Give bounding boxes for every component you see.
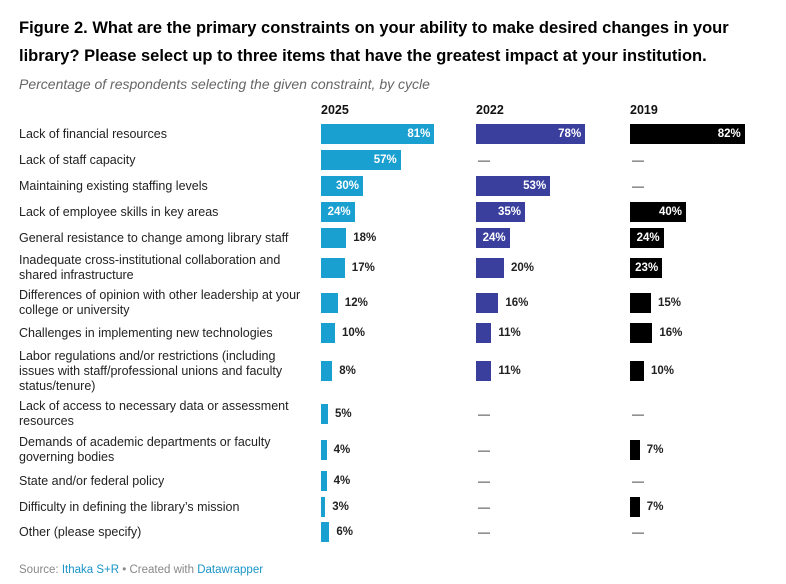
bar-2019 — [630, 202, 686, 222]
missing-value-2022: — — [478, 443, 490, 457]
created-prefix: • Created with — [119, 564, 198, 576]
row-label: Difficulty in defining the library’s mis… — [19, 499, 240, 514]
value-label-2022: 35% — [497, 206, 521, 218]
row-label: Lack of financial resources — [19, 126, 167, 141]
chart-subtitle: Percentage of respondents selecting the … — [19, 76, 430, 92]
bar-2022 — [476, 124, 586, 144]
bar-2019 — [630, 124, 745, 144]
value-label-2022: 11% — [498, 327, 521, 339]
column-header-2019: 2019 — [630, 103, 658, 117]
missing-value-2019: — — [632, 153, 644, 167]
value-label-2025: 8% — [339, 365, 356, 377]
missing-value-2019: — — [632, 474, 644, 488]
row-label: Other (please specify) — [19, 524, 142, 539]
value-label-2022: 24% — [482, 232, 506, 244]
bar-2022 — [476, 228, 510, 248]
missing-value-2019: — — [632, 179, 644, 193]
bar-2019 — [630, 361, 644, 381]
bar-2025 — [321, 522, 330, 542]
bar-2022 — [476, 293, 499, 313]
missing-value-2022: — — [478, 525, 490, 539]
bar-2025 — [321, 150, 401, 170]
value-label-2019: 82% — [717, 128, 741, 140]
bar-2022 — [476, 176, 551, 196]
bar-2025 — [321, 176, 363, 196]
row-label: General resistance to change among libra… — [19, 230, 289, 245]
datawrapper-link[interactable]: Datawrapper — [197, 564, 264, 576]
value-label-2025: 24% — [327, 206, 351, 218]
missing-value-2022: — — [478, 153, 490, 167]
source-link[interactable]: Ithaka S+R — [61, 564, 120, 576]
bar-2022 — [476, 323, 492, 343]
value-label-2019: 24% — [636, 232, 660, 244]
bar-2025 — [321, 202, 355, 222]
value-label-2025: 5% — [335, 408, 352, 420]
value-label-2022: 11% — [498, 365, 521, 377]
value-label-2022: 78% — [558, 128, 582, 140]
value-label-2019: 23% — [635, 262, 659, 274]
value-label-2019: 40% — [658, 206, 682, 218]
bar-2019 — [630, 258, 663, 278]
missing-value-2019: — — [632, 525, 644, 539]
value-label-2019: 7% — [646, 444, 664, 456]
row-label: Lack of access to necessary data or asse… — [19, 399, 289, 428]
row-label: Differences of opinion with other leader… — [19, 288, 301, 317]
value-label-2025: 30% — [335, 180, 359, 192]
bar-2019 — [630, 228, 664, 248]
row-label: Inadequate cross-institutional collabora… — [19, 253, 281, 282]
value-label-2025: 6% — [336, 526, 354, 538]
value-label-2019: 10% — [651, 365, 675, 377]
bar-2025 — [321, 404, 328, 424]
value-label-2025: 4% — [333, 444, 351, 456]
bar-2025 — [321, 471, 327, 491]
value-label-2019: 16% — [659, 327, 683, 339]
value-label-2025: 3% — [332, 501, 349, 513]
column-header-2022: 2022 — [476, 103, 504, 117]
missing-value-2022: — — [478, 407, 490, 421]
missing-value-2022: — — [478, 500, 490, 514]
value-label-2025: 12% — [344, 297, 368, 309]
bar-2019 — [630, 440, 640, 460]
bar-2025 — [321, 497, 326, 517]
missing-value-2019: — — [632, 407, 644, 421]
value-label-2022: 53% — [523, 180, 547, 192]
row-label: Lack of staff capacity — [19, 152, 136, 167]
bar-2025 — [321, 293, 338, 313]
row-label: Challenges in implementing new technolog… — [19, 325, 273, 340]
value-label-2025: 18% — [353, 232, 377, 244]
bar-2025 — [321, 228, 347, 248]
value-label-2019: 7% — [646, 501, 664, 513]
column-header-2025: 2025 — [321, 103, 349, 117]
value-label-2022: 20% — [511, 262, 535, 274]
value-label-2025: 10% — [342, 327, 366, 339]
bar-2025 — [321, 258, 345, 278]
bar-2025 — [321, 124, 435, 144]
missing-value-2022: — — [478, 474, 490, 488]
source-prefix: Source: — [19, 564, 62, 576]
value-label-2022: 16% — [505, 297, 529, 309]
value-label-2025: 57% — [373, 154, 397, 166]
bar-2025 — [321, 323, 335, 343]
bar-2019 — [630, 293, 651, 313]
bar-2019 — [630, 323, 653, 343]
chart-title: Figure 2. What are the primary constrain… — [19, 19, 729, 65]
value-label-2019: 15% — [658, 297, 682, 309]
row-label: State and/or federal policy — [19, 473, 165, 488]
value-label-2025: 17% — [351, 262, 375, 274]
bar-2019 — [630, 497, 640, 517]
row-label: Labor regulations and/or restrictions (i… — [19, 348, 283, 393]
row-label: Maintaining existing staffing levels — [19, 178, 208, 193]
row-label: Lack of employee skills in key areas — [19, 204, 219, 219]
bar-2022 — [476, 258, 504, 278]
bar-2022 — [476, 361, 492, 381]
value-label-2025: 4% — [333, 475, 351, 487]
bar-2025 — [321, 440, 327, 460]
row-label: Demands of academic departments or facul… — [19, 435, 271, 464]
bar-2022 — [476, 202, 525, 222]
value-label-2025: 81% — [407, 128, 431, 140]
bar-2025 — [321, 361, 333, 381]
chart-footer: Source: Ithaka S+R • Created with Datawr… — [19, 564, 263, 576]
